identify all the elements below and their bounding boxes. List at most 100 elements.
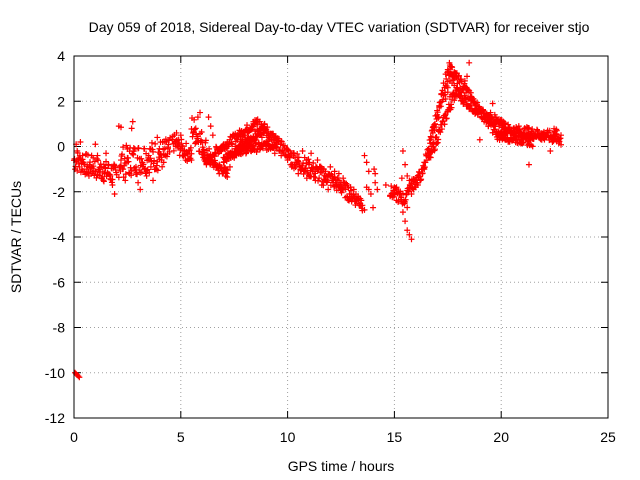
data-point [271, 150, 278, 157]
data-point [402, 218, 409, 225]
data-point [357, 195, 364, 202]
data-point [156, 145, 163, 152]
data-point [282, 152, 289, 159]
data-point [226, 163, 233, 170]
y-tick-label: 2 [57, 93, 65, 109]
data-point [436, 102, 443, 109]
data-point [391, 191, 398, 198]
data-point [340, 175, 347, 182]
data-point [429, 129, 436, 136]
data-point [442, 71, 449, 78]
data-point [256, 118, 263, 125]
band-point [183, 140, 190, 147]
data-point [491, 111, 498, 118]
band-point [433, 124, 440, 131]
y-tick-label: 0 [57, 139, 65, 155]
data-point [111, 191, 118, 198]
data-point [105, 161, 112, 168]
band-point [529, 143, 536, 150]
data-point [96, 166, 103, 173]
data-point [331, 168, 338, 175]
data-point [406, 177, 413, 184]
data-point [534, 127, 541, 134]
data-point [132, 163, 139, 170]
data-point [423, 152, 430, 159]
data-point [359, 202, 366, 209]
data-point [451, 93, 458, 100]
band-point [166, 148, 173, 155]
data-point [451, 82, 458, 89]
band-point [388, 183, 395, 190]
band-point [191, 126, 198, 133]
data-point [468, 93, 475, 100]
band-point [74, 167, 81, 174]
data-point [455, 86, 462, 93]
data-point [77, 138, 84, 145]
data-point [553, 127, 560, 134]
band-point [196, 148, 203, 155]
data-point [128, 125, 135, 132]
data-point [147, 163, 154, 170]
data-point [399, 148, 406, 155]
chart-title: Day 059 of 2018, Sidereal Day-to-day VTE… [89, 19, 590, 35]
band-point [181, 152, 188, 159]
data-point [325, 186, 332, 193]
band-point [151, 157, 158, 164]
y-tick-label: -10 [45, 365, 65, 381]
band-point [311, 173, 318, 180]
data-point [329, 175, 336, 182]
data-point [233, 145, 240, 152]
band-point [285, 147, 292, 154]
data-point [124, 154, 131, 161]
band-point [244, 122, 251, 129]
band-point [343, 180, 350, 187]
data-point [342, 186, 349, 193]
band-point [187, 144, 194, 151]
data-point [139, 159, 146, 166]
data-point [117, 124, 124, 131]
data-point [299, 148, 306, 155]
band-point [443, 115, 450, 122]
data-point [320, 166, 327, 173]
band-point [121, 162, 128, 169]
data-point [414, 181, 421, 188]
data-point [398, 175, 405, 182]
data-point [250, 120, 257, 127]
data-point [371, 166, 378, 173]
data-point [222, 172, 229, 179]
data-point [367, 191, 374, 198]
data-point [530, 129, 537, 136]
x-tick-label: 25 [600, 429, 616, 445]
x-tick-label: 15 [387, 429, 403, 445]
band-point [456, 72, 463, 79]
data-point [83, 166, 90, 173]
data-point [485, 123, 492, 130]
y-tick-label: -8 [53, 320, 66, 336]
data-point [98, 175, 105, 182]
data-point [305, 161, 312, 168]
data-point [525, 161, 532, 168]
data-point [194, 114, 201, 121]
band-point [300, 160, 307, 167]
x-tick-label: 20 [493, 429, 509, 445]
x-axis-ticks: 0 5 10 15 20 25 [70, 56, 616, 445]
data-point [201, 152, 208, 159]
data-point [199, 138, 206, 145]
band-point [427, 154, 434, 161]
band-point [316, 175, 323, 182]
data-point [269, 141, 276, 148]
y-tick-label: -6 [53, 274, 66, 290]
x-tick-label: 10 [280, 429, 296, 445]
band-point [441, 121, 448, 128]
data-point [333, 181, 340, 188]
data-point [442, 95, 449, 102]
data-point [239, 150, 246, 157]
band-point [348, 187, 355, 194]
data-point [466, 59, 473, 66]
data-point [241, 132, 248, 139]
data-point [261, 125, 268, 132]
data-point [350, 186, 357, 193]
data-point [372, 170, 379, 177]
band-point [346, 197, 353, 204]
data-point [365, 186, 372, 193]
